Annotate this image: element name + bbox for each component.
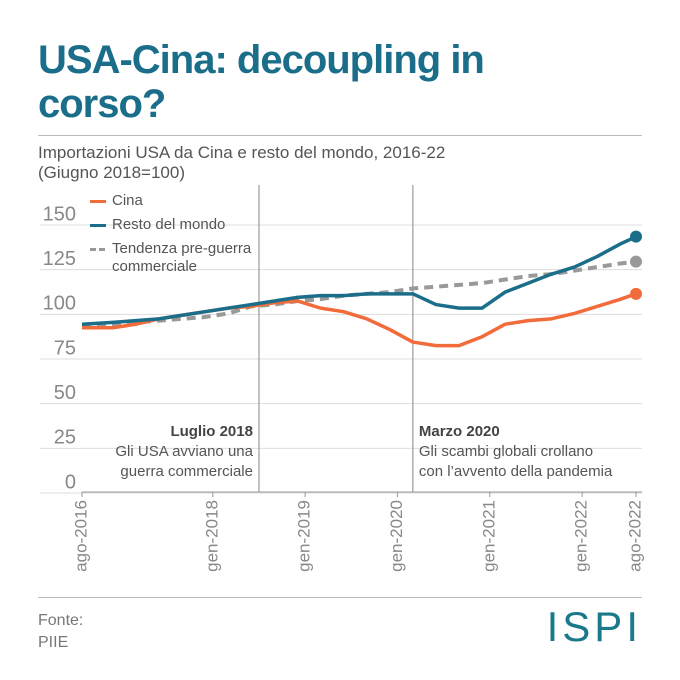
x-tick-label: ago-2022 bbox=[625, 500, 644, 572]
y-tick-label: 75 bbox=[54, 337, 76, 359]
annotation-text: con l’avvento della pandemia bbox=[419, 463, 613, 480]
divider bbox=[38, 135, 642, 136]
y-tick-label: 150 bbox=[43, 203, 76, 225]
annotation-text: guerra commerciale bbox=[120, 463, 253, 480]
y-tick-label: 50 bbox=[54, 382, 76, 404]
x-tick-label: gen-2022 bbox=[572, 500, 591, 572]
annotation-text: Marzo 2020 bbox=[419, 423, 500, 440]
x-tick-label: gen-2018 bbox=[202, 500, 221, 572]
series-line bbox=[81, 235, 637, 326]
x-tick-label: ago-2016 bbox=[71, 500, 90, 572]
y-tick-label: 0 bbox=[65, 471, 76, 493]
y-tick-label: 125 bbox=[43, 248, 76, 270]
annotation-text: Gli scambi globali crollano bbox=[419, 443, 593, 460]
annotation-text: Gli USA avviano una bbox=[115, 443, 253, 460]
legend-label: Cina bbox=[112, 192, 143, 209]
legend-swatch bbox=[90, 224, 106, 227]
legend-entry: Tendenza pre-guerra commerciale bbox=[90, 240, 252, 276]
legend: Cina Resto del mondo Tendenza pre-guerra c… bbox=[90, 192, 252, 282]
x-tick-label: gen-2019 bbox=[295, 500, 314, 572]
end-marker bbox=[630, 255, 642, 268]
x-tick-label: gen-2020 bbox=[387, 500, 406, 572]
annotation-text: Luglio 2018 bbox=[170, 423, 253, 440]
legend-entry: Resto del mondo bbox=[90, 216, 252, 234]
logo: ISPI bbox=[546, 603, 642, 650]
y-tick-label: 25 bbox=[54, 427, 76, 449]
y-tick-label: 100 bbox=[43, 293, 76, 315]
legend-label: Tendenza pre-guerra commerciale bbox=[112, 240, 252, 275]
source-label: Fonte: bbox=[38, 612, 84, 629]
source-name: PIIE bbox=[38, 634, 69, 651]
chart: 0 25 50 75 100 125 150 ago-2016 gen-2018 gen-2019… bbox=[40, 185, 644, 572]
title: USA-Cina: decoupling in corso? bbox=[38, 38, 485, 126]
end-marker bbox=[630, 287, 642, 300]
legend-swatch bbox=[90, 248, 106, 251]
legend-entry: Cina bbox=[90, 192, 252, 210]
end-marker bbox=[630, 230, 642, 243]
x-tick-label: gen-2021 bbox=[479, 500, 498, 572]
legend-swatch bbox=[90, 200, 106, 203]
divider bbox=[38, 597, 642, 598]
legend-label: Resto del mondo bbox=[112, 216, 226, 233]
subtitle: Importazioni USA da Cina e resto del mon… bbox=[38, 143, 446, 182]
source: Fonte: PIIE bbox=[38, 610, 83, 654]
